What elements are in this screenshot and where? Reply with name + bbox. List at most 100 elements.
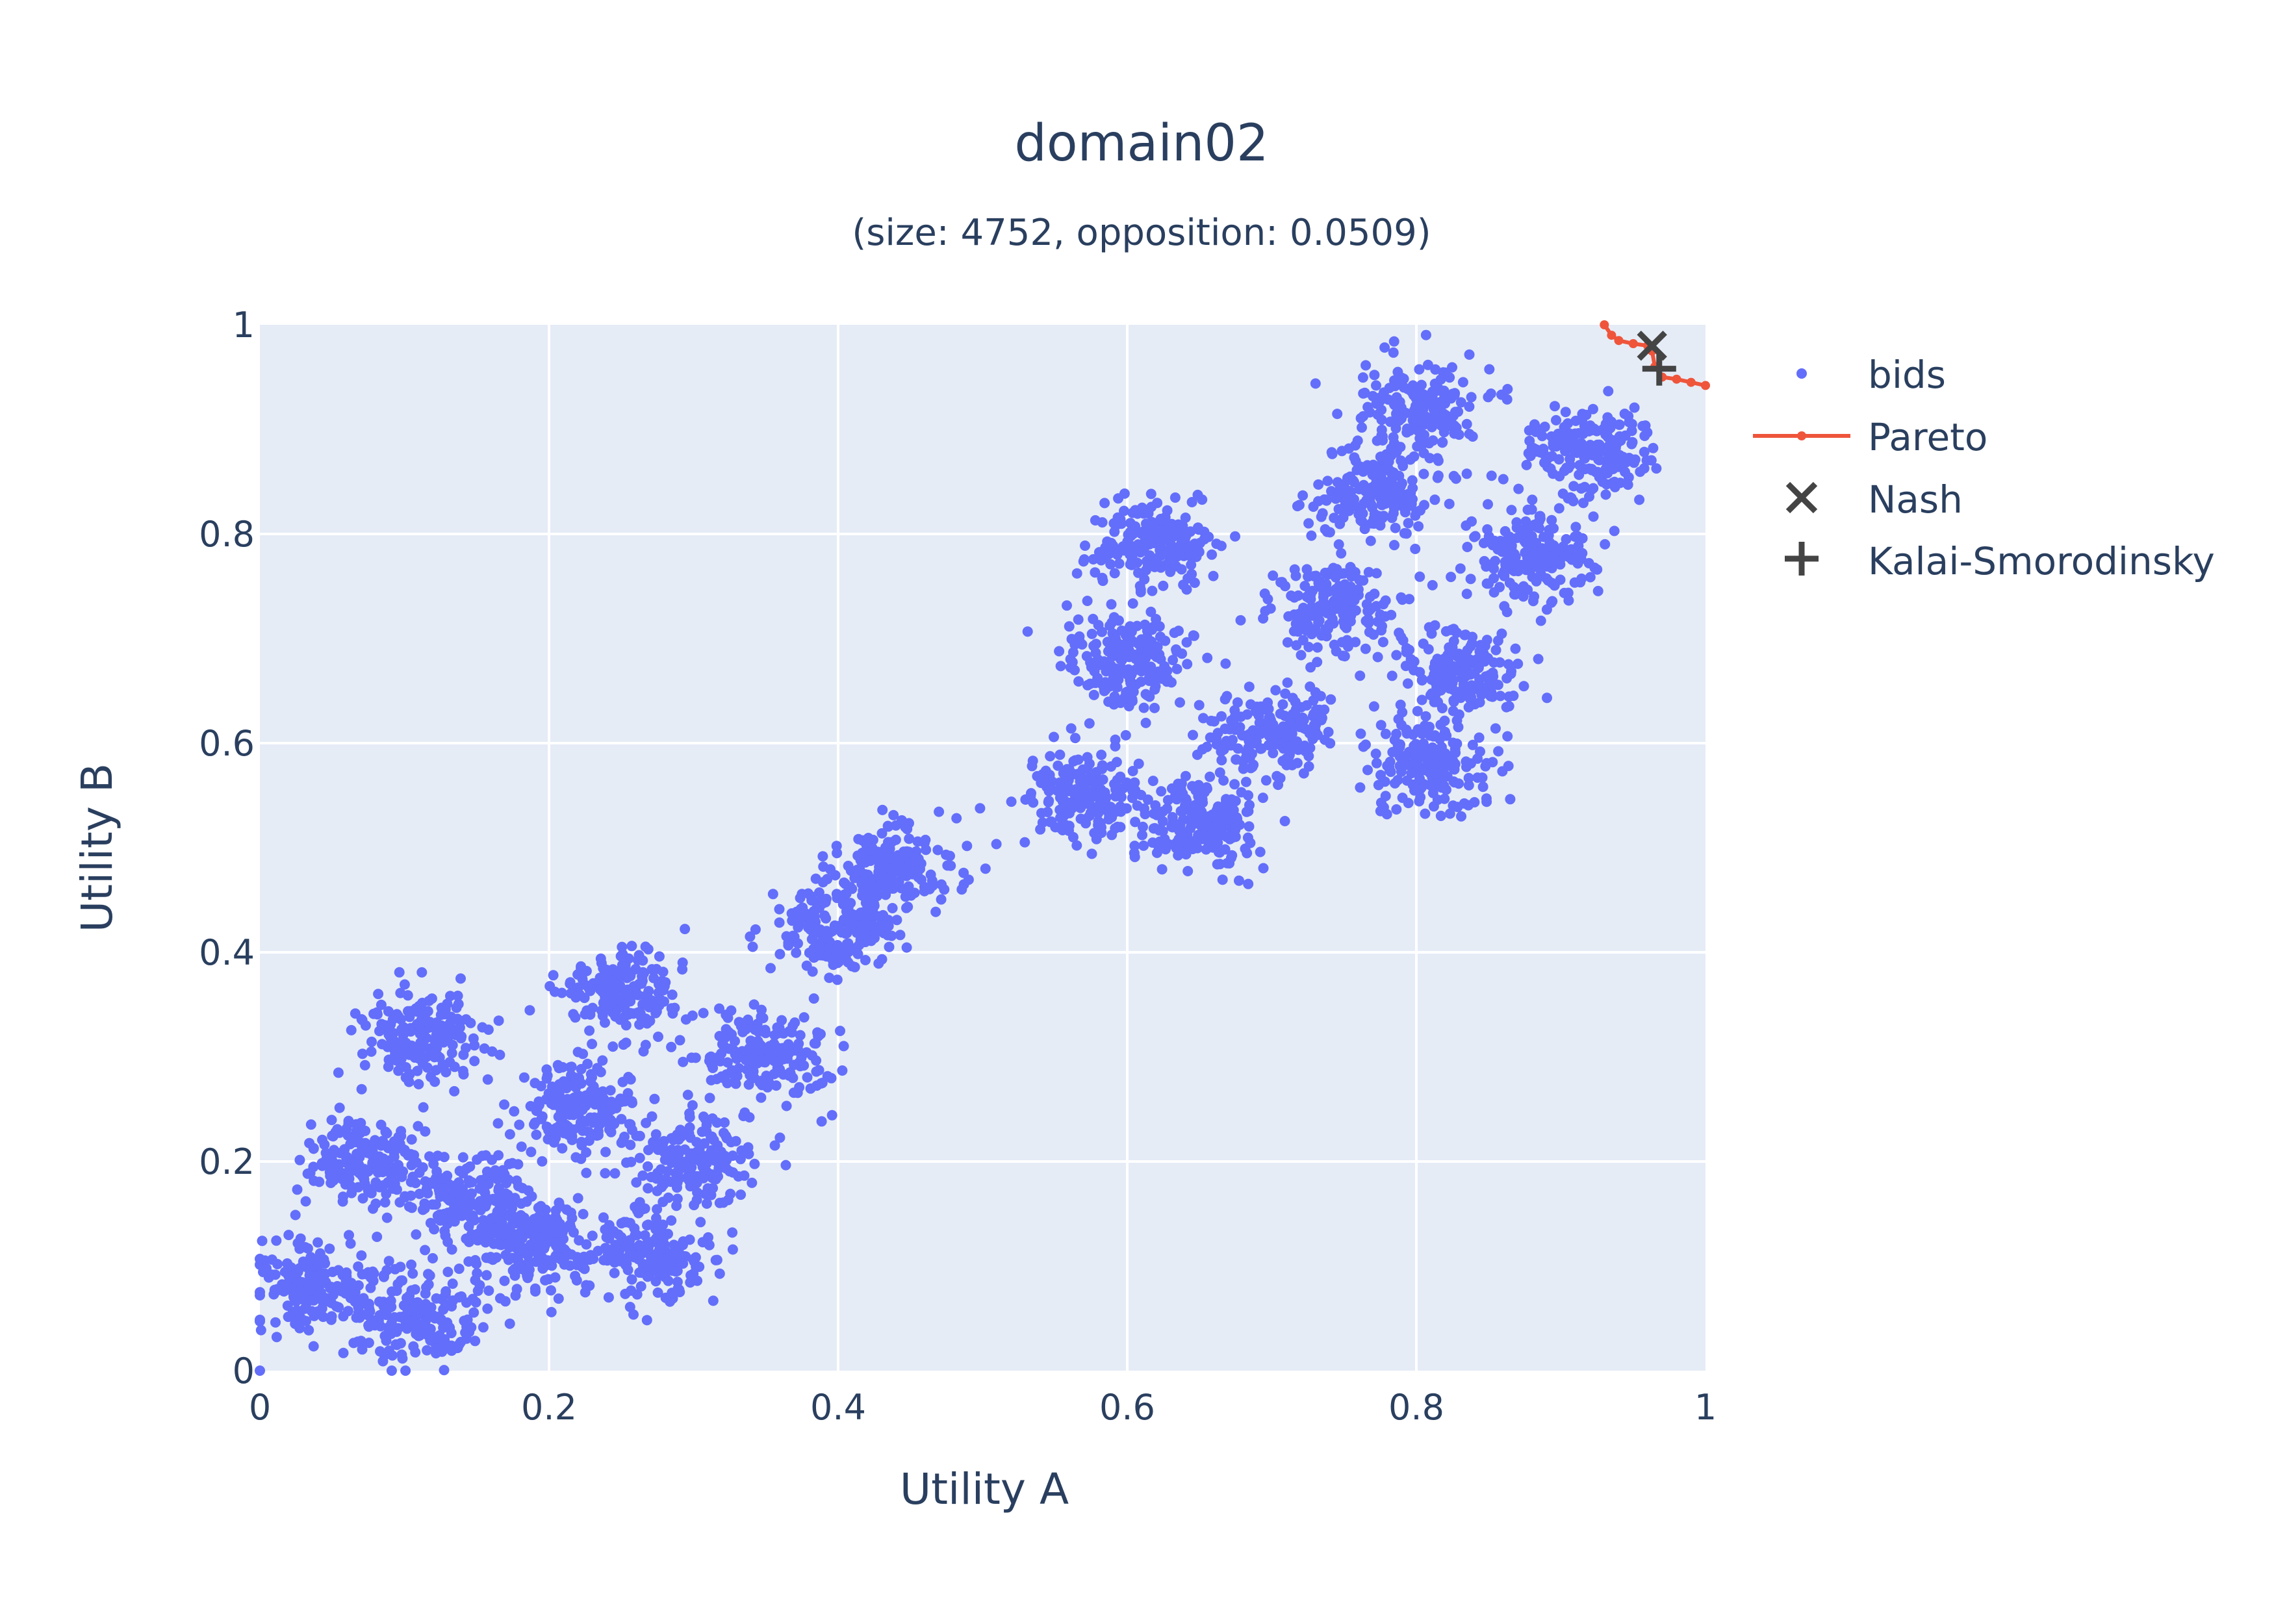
legend-item-pareto[interactable]: Pareto xyxy=(1753,415,1987,459)
legend-item-bids[interactable]: bids xyxy=(1796,353,1946,397)
bid-point xyxy=(1097,626,1107,637)
bid-point xyxy=(1361,360,1372,371)
bid-point xyxy=(452,1343,463,1353)
bid-point xyxy=(1318,589,1329,600)
bid-point xyxy=(481,1252,492,1263)
bid-point xyxy=(733,1171,744,1182)
bid-point xyxy=(1531,537,1542,548)
bid-point xyxy=(633,950,645,961)
bid-point xyxy=(975,803,986,814)
bid-point xyxy=(859,846,870,857)
bid-point xyxy=(314,1176,325,1187)
bid-point xyxy=(1568,481,1579,492)
bid-point xyxy=(780,1160,791,1171)
x-tick-label: 0.4 xyxy=(810,1387,866,1428)
bid-point xyxy=(736,1145,747,1156)
bid-point xyxy=(714,1031,725,1041)
bid-point xyxy=(1588,483,1599,494)
bid-point xyxy=(1140,689,1151,700)
bid-point xyxy=(1474,732,1485,743)
legend-item-kalai[interactable]: Kalai-Smorodinsky xyxy=(1785,539,2215,583)
chart-subtitle: (size: 4752, opposition: 0.0509) xyxy=(852,212,1431,254)
bid-point xyxy=(1453,429,1464,440)
bid-point xyxy=(1429,620,1440,631)
bid-point xyxy=(1359,524,1370,535)
bid-point xyxy=(1214,767,1225,778)
bid-point xyxy=(372,1232,383,1242)
bid-point xyxy=(599,964,610,975)
bid-point xyxy=(1357,372,1368,383)
bid-point xyxy=(1427,389,1438,400)
bid-point xyxy=(695,1171,706,1182)
bid-point xyxy=(1398,374,1409,385)
bid-point xyxy=(962,841,973,852)
bid-point xyxy=(387,1014,398,1025)
bid-point xyxy=(1570,531,1580,542)
bid-point xyxy=(1355,670,1366,681)
bid-point xyxy=(1157,816,1168,827)
bid-point xyxy=(1360,643,1371,654)
bid-point xyxy=(1443,655,1453,666)
bid-point xyxy=(1194,700,1205,711)
bid-point xyxy=(697,1237,708,1248)
bid-point xyxy=(1411,415,1422,426)
bid-point xyxy=(1530,546,1541,557)
bid-point xyxy=(694,1262,705,1273)
bid-point xyxy=(1600,489,1611,500)
bid-point xyxy=(745,931,756,942)
bid-point xyxy=(686,1151,697,1162)
bid-point xyxy=(1173,547,1184,558)
bid-point xyxy=(1145,666,1156,677)
bid-point xyxy=(1485,388,1496,399)
bid-point xyxy=(750,924,761,935)
bid-point xyxy=(847,961,858,972)
bid-point xyxy=(606,1104,617,1115)
bid-point xyxy=(747,1177,758,1188)
bid-point xyxy=(1509,589,1520,600)
bid-point xyxy=(379,1020,390,1031)
bid-point xyxy=(1216,755,1227,766)
bid-point xyxy=(1071,568,1082,579)
bid-point xyxy=(727,1227,738,1238)
bid-point xyxy=(1441,730,1452,741)
bid-point xyxy=(1297,490,1309,501)
bid-point xyxy=(565,1061,576,1072)
bid-point xyxy=(593,1113,604,1124)
bid-point xyxy=(1188,630,1199,641)
bid-point xyxy=(449,1061,460,1072)
bid-point xyxy=(1166,821,1177,832)
bid-point xyxy=(1435,811,1446,821)
bid-point xyxy=(286,1262,297,1273)
bid-point xyxy=(1254,717,1265,728)
bid-point xyxy=(470,1199,481,1210)
bid-point xyxy=(832,974,843,985)
bid-point xyxy=(678,1056,689,1067)
bid-point xyxy=(1109,526,1120,537)
bid-point xyxy=(804,947,815,958)
legend-bids-label: bids xyxy=(1868,353,1946,397)
bid-point xyxy=(1432,686,1443,697)
bid-point xyxy=(671,1266,682,1277)
bid-point xyxy=(869,928,880,939)
bid-point xyxy=(1388,336,1399,347)
bid-point xyxy=(902,902,913,912)
bid-point xyxy=(1092,654,1103,665)
bid-point xyxy=(898,848,909,859)
bid-point xyxy=(1264,731,1275,742)
bid-point xyxy=(1082,752,1093,763)
bid-point xyxy=(1277,577,1288,588)
bid-point xyxy=(478,1215,489,1226)
bid-point xyxy=(300,1303,310,1314)
bid-point xyxy=(383,1029,394,1040)
bid-point xyxy=(704,1093,715,1104)
bid-point xyxy=(1230,823,1241,834)
bid-point xyxy=(1614,450,1625,461)
bid-point xyxy=(1049,731,1059,742)
bid-point xyxy=(370,1135,381,1146)
legend-item-nash[interactable]: Nash xyxy=(1785,477,1963,522)
bid-point xyxy=(784,1026,795,1037)
bid-point xyxy=(442,1171,453,1181)
bid-point xyxy=(581,1239,592,1250)
bid-point xyxy=(639,968,650,978)
bid-point xyxy=(413,1079,424,1089)
